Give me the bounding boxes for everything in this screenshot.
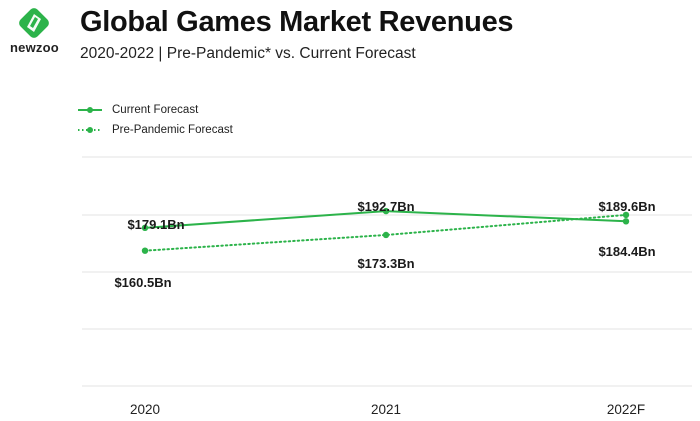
x-tick-label-2021: 2021 — [371, 402, 401, 417]
newzoo-logo-icon — [19, 8, 49, 38]
newzoo-logo: newzoo — [10, 6, 59, 55]
legend-label-current: Current Forecast — [112, 104, 199, 116]
pre-pandemic-point-2021 — [382, 231, 390, 239]
legend-item-pre-pandemic: Pre-Pandemic Forecast — [78, 120, 233, 140]
pre-pandemic-point-2020 — [141, 247, 149, 254]
chart-subtitle: 2020-2022 | Pre-Pandemic* vs. Current Fo… — [80, 45, 416, 62]
current-data-label-2021: $192.7Bn — [357, 199, 414, 214]
legend-label-pre-pandemic: Pre-Pandemic Forecast — [112, 124, 233, 136]
current-point-2021 — [382, 207, 390, 215]
current-data-label-2020: $179.1Bn — [127, 217, 184, 232]
pre-pandemic-point-2022F — [622, 211, 630, 219]
brand-name: newzoo — [10, 40, 59, 55]
x-tick-label-2022F: 2022F — [607, 402, 645, 417]
pre-pandemic-forecast-line — [144, 213, 627, 252]
pre-pandemic-data-label-2021: $173.3Bn — [357, 256, 414, 271]
legend-item-current: Current Forecast — [78, 100, 233, 120]
current-point-2022F — [622, 218, 630, 225]
x-tick-label-2020: 2020 — [130, 402, 160, 417]
legend-dotted-line-icon — [78, 127, 102, 133]
current-data-label-2022F: $184.4Bn — [598, 244, 655, 259]
pre-pandemic-data-label-2020: $160.5Bn — [114, 275, 171, 290]
chart-legend: Current Forecast Pre-Pandemic Forecast — [78, 100, 233, 140]
current-point-2020 — [141, 224, 149, 232]
pre-pandemic-data-label-2022F: $189.6Bn — [598, 199, 655, 214]
chart-title: Global Games Market Revenues — [80, 6, 514, 38]
legend-solid-line-icon — [78, 107, 102, 113]
